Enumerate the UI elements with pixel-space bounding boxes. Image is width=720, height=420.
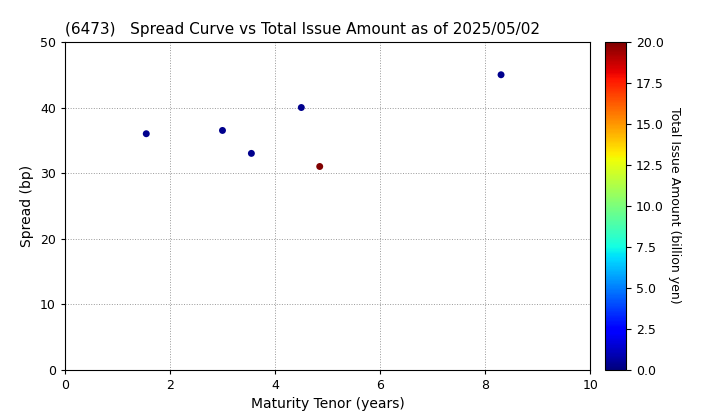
Point [246,150,257,157]
Y-axis label: Spread (bp): Spread (bp) [20,165,35,247]
Point [295,104,307,111]
Point [495,71,507,78]
Point [217,127,228,134]
Point [314,163,325,170]
X-axis label: Maturity Tenor (years): Maturity Tenor (years) [251,397,405,411]
Point [140,130,152,137]
Text: (6473)   Spread Curve vs Total Issue Amount as of 2025/05/02: (6473) Spread Curve vs Total Issue Amoun… [65,22,540,37]
Y-axis label: Total Issue Amount (billion yen): Total Issue Amount (billion yen) [667,108,680,304]
